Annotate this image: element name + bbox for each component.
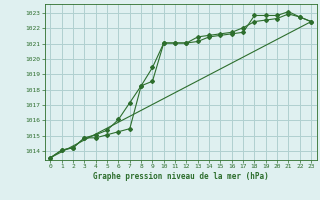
X-axis label: Graphe pression niveau de la mer (hPa): Graphe pression niveau de la mer (hPa) — [93, 172, 269, 181]
